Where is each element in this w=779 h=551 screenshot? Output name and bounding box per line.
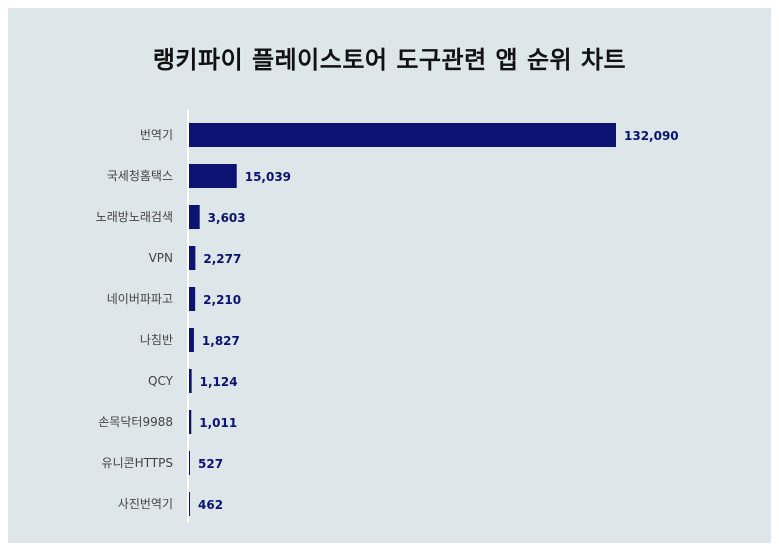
value-label: 132,090 [624, 129, 679, 143]
bar [188, 164, 237, 188]
value-label: 3,603 [208, 211, 246, 225]
category-label: 나침반 [140, 333, 173, 347]
bar [188, 410, 192, 434]
category-label: 노래방노래검색 [96, 210, 173, 224]
value-label: 2,277 [203, 252, 241, 266]
bar [188, 205, 200, 229]
category-label: 네이버파파고 [107, 292, 173, 306]
bar [188, 123, 616, 147]
value-label: 462 [198, 498, 223, 512]
category-label: 번역기 [140, 128, 173, 142]
value-label: 1,827 [202, 334, 240, 348]
category-label: QCY [148, 374, 174, 388]
bar [188, 287, 196, 311]
value-label: 15,039 [245, 170, 291, 184]
value-label: 527 [198, 457, 223, 471]
bar [188, 369, 192, 393]
chart-panel [8, 8, 771, 543]
bar [188, 246, 196, 270]
category-label: 사진번역기 [118, 497, 173, 511]
value-label: 1,124 [200, 375, 238, 389]
value-label: 2,210 [203, 293, 241, 307]
category-label: 유니콘HTTPS [102, 456, 173, 470]
bar [188, 328, 194, 352]
category-label: 손목닥터9988 [98, 415, 173, 429]
value-label: 1,011 [199, 416, 237, 430]
category-label: 국세청홈택스 [107, 169, 173, 183]
chart-title: 랭키파이 플레이스토어 도구관련 앱 순위 차트 [152, 46, 627, 74]
category-label: VPN [149, 251, 173, 265]
